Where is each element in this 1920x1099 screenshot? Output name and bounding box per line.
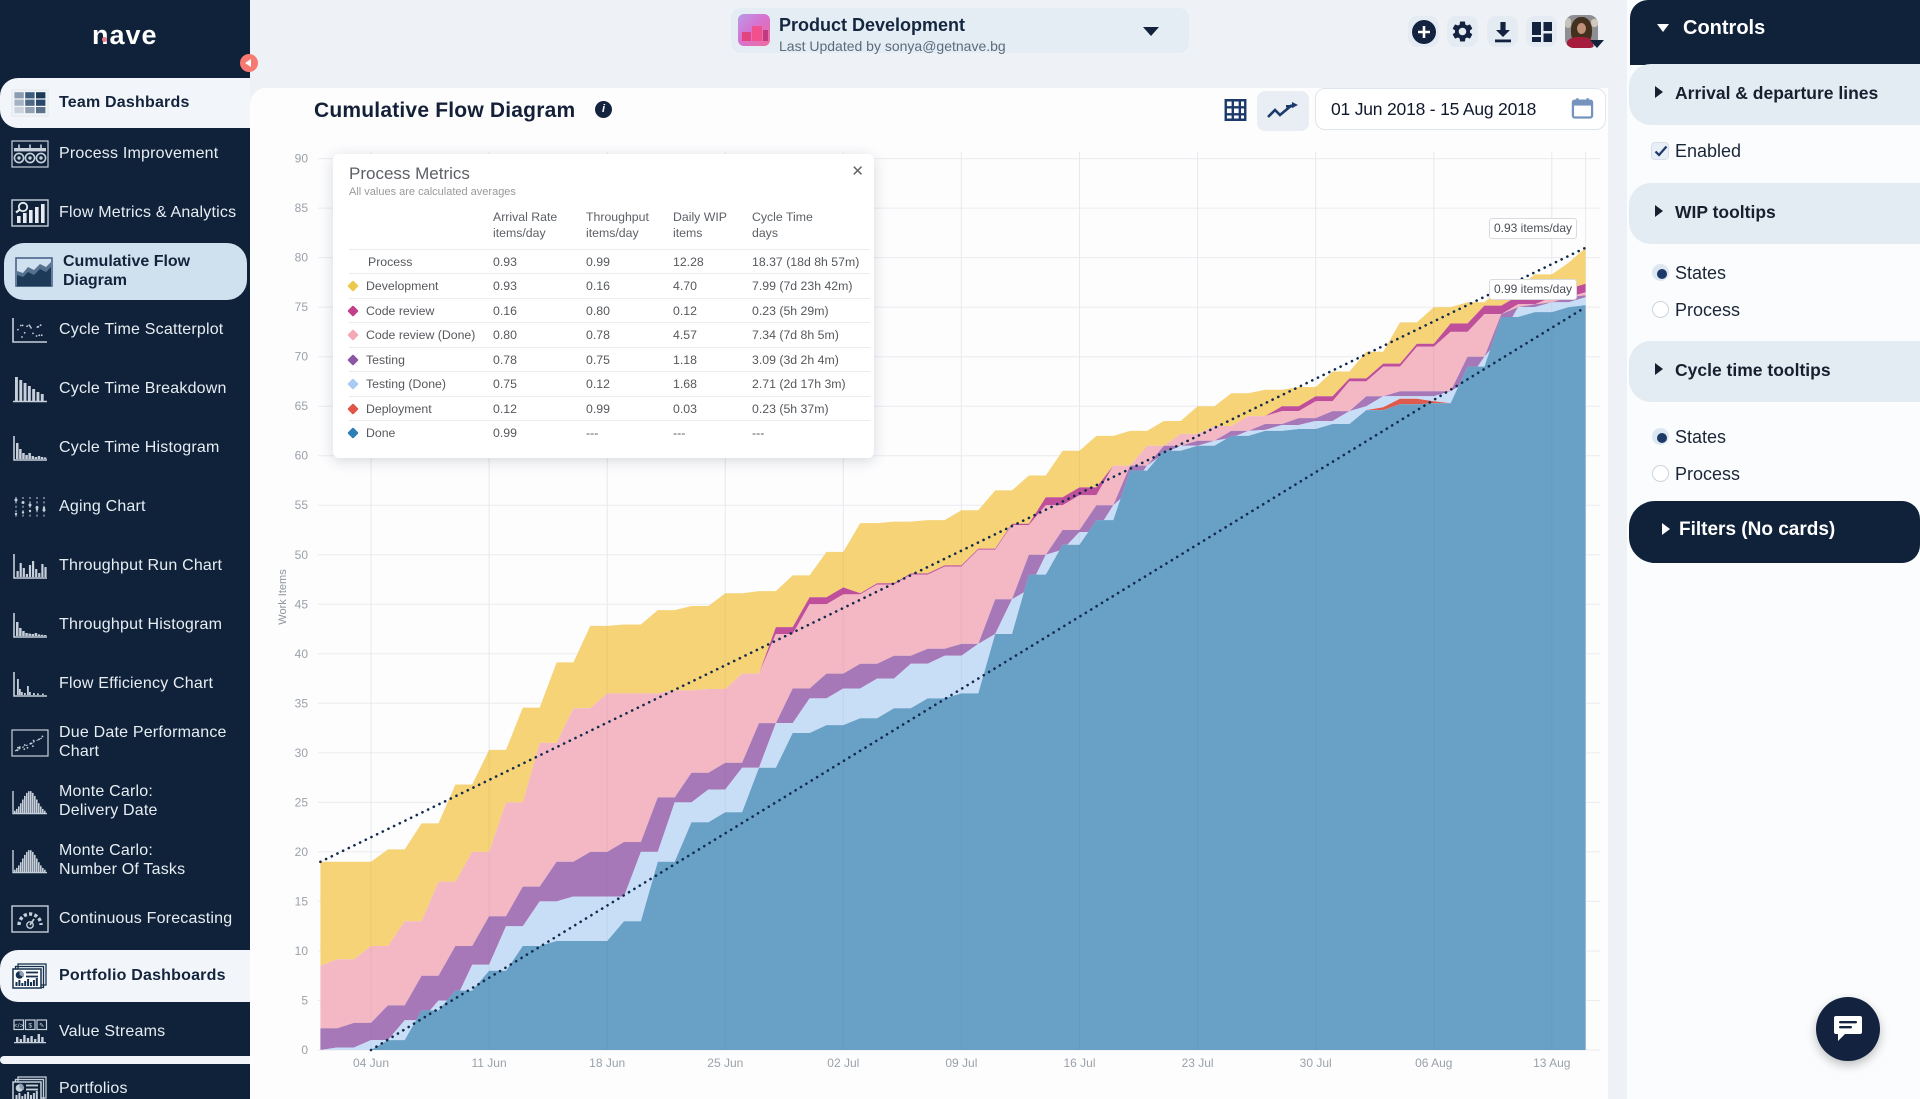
svg-text:✎: ✎ bbox=[39, 1022, 45, 1029]
svg-text:30 Jul: 30 Jul bbox=[1300, 1056, 1332, 1070]
svg-text:30: 30 bbox=[295, 746, 309, 760]
svg-text:70: 70 bbox=[295, 350, 309, 364]
svg-text:0: 0 bbox=[301, 1043, 308, 1057]
svg-text:25: 25 bbox=[295, 795, 309, 809]
svg-text:50: 50 bbox=[295, 548, 309, 562]
svg-text:55: 55 bbox=[295, 498, 309, 512]
svg-text:$: $ bbox=[28, 1022, 32, 1029]
svg-text:06 Aug: 06 Aug bbox=[1415, 1056, 1452, 1070]
svg-text:5: 5 bbox=[301, 994, 308, 1008]
svg-text:85: 85 bbox=[295, 201, 309, 215]
svg-text:75: 75 bbox=[295, 300, 309, 314]
svg-text:04 Jun: 04 Jun bbox=[353, 1056, 389, 1070]
svg-text:09 Jul: 09 Jul bbox=[945, 1056, 977, 1070]
svg-text:13 Aug: 13 Aug bbox=[1533, 1056, 1570, 1070]
svg-text:90: 90 bbox=[295, 152, 309, 166]
svg-text:80: 80 bbox=[295, 251, 309, 265]
svg-text:02 Jul: 02 Jul bbox=[827, 1056, 859, 1070]
svg-text:35: 35 bbox=[295, 696, 309, 710]
svg-text:65: 65 bbox=[295, 399, 309, 413]
svg-text:10: 10 bbox=[295, 944, 309, 958]
svg-text:11 Jun: 11 Jun bbox=[472, 1056, 507, 1070]
svg-text:60: 60 bbox=[295, 449, 309, 463]
svg-text:23 Jul: 23 Jul bbox=[1182, 1056, 1214, 1070]
svg-text:25 Jun: 25 Jun bbox=[707, 1056, 743, 1070]
svg-text:45: 45 bbox=[295, 597, 309, 611]
svg-text:20: 20 bbox=[295, 845, 309, 859]
svg-text:40: 40 bbox=[295, 647, 309, 661]
svg-text:15: 15 bbox=[295, 894, 309, 908]
svg-text:Work Items: Work Items bbox=[277, 569, 289, 625]
svg-text:16 Jul: 16 Jul bbox=[1063, 1056, 1095, 1070]
svg-text:18 Jun: 18 Jun bbox=[589, 1056, 625, 1070]
svg-text:</>: </> bbox=[14, 1022, 24, 1029]
